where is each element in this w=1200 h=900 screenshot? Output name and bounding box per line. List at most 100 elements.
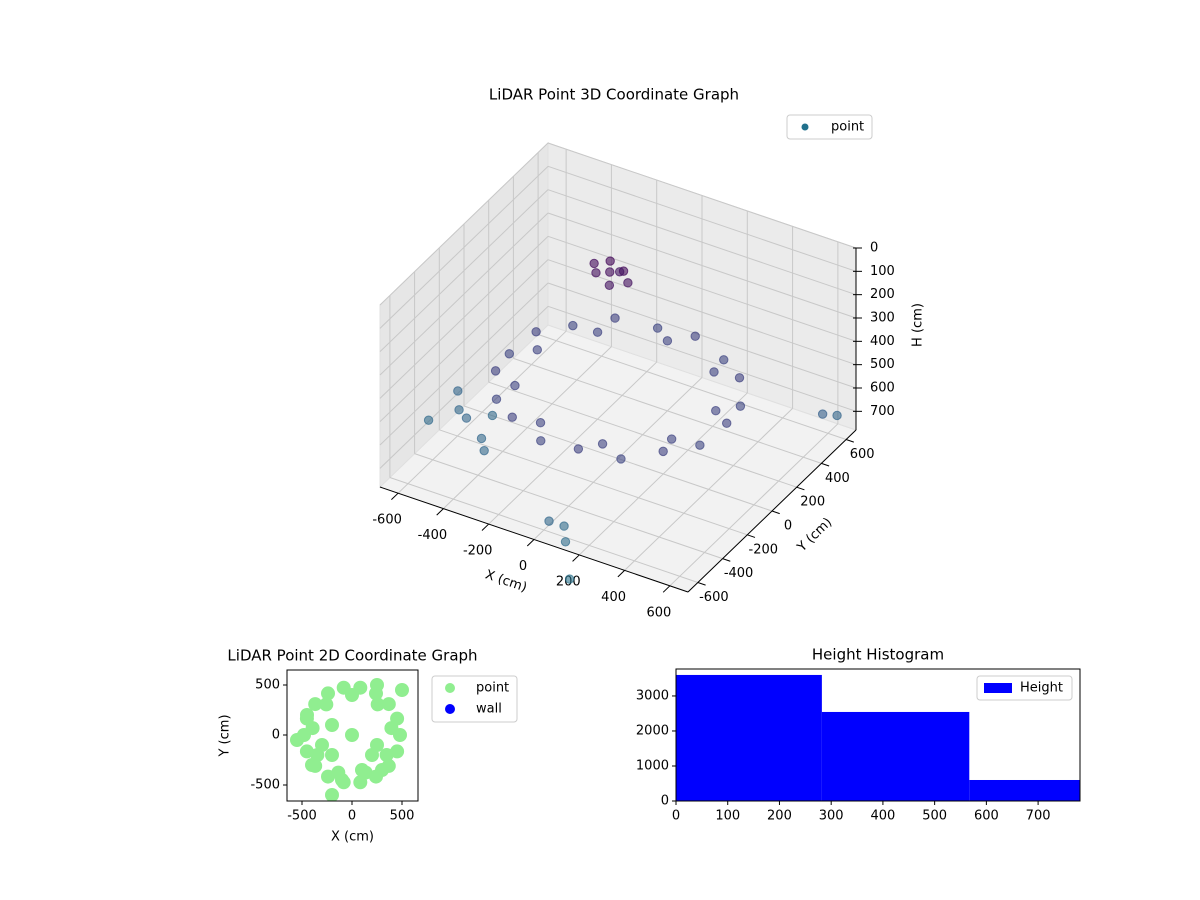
- legend-label: point: [831, 120, 864, 135]
- legend-label: Height: [1020, 681, 1063, 696]
- point: [610, 313, 620, 323]
- point: [308, 697, 323, 712]
- z-tick-label: 300: [870, 311, 895, 326]
- point: [375, 763, 389, 777]
- y-tick-label: -600: [699, 590, 729, 605]
- grid-line: [547, 165, 857, 272]
- legend-marker: [801, 123, 809, 131]
- point: [290, 733, 304, 747]
- point: [605, 267, 615, 277]
- point: [734, 373, 745, 383]
- bar: [821, 711, 970, 801]
- x-tick-label: 0: [672, 809, 680, 824]
- x-tick: [662, 585, 671, 593]
- legend-marker: [445, 704, 455, 714]
- point: [573, 444, 584, 454]
- plot-area: [290, 678, 409, 801]
- point: [319, 697, 334, 712]
- point: [658, 446, 668, 457]
- x-tick: [572, 554, 580, 562]
- bar: [969, 779, 1080, 801]
- legend-box: [786, 114, 873, 140]
- point: [817, 409, 828, 419]
- point: [335, 773, 349, 787]
- point: [476, 433, 487, 444]
- y-tick-label: -200: [749, 542, 779, 557]
- y-tick-label: -400: [724, 566, 754, 581]
- grid-line: [414, 453, 723, 560]
- point: [614, 267, 625, 277]
- legend-label: point: [476, 681, 509, 696]
- point: [591, 268, 601, 278]
- chart-title: Height Histogram: [812, 646, 944, 664]
- grid-line: [379, 189, 549, 353]
- x-tick: [481, 523, 490, 531]
- point: [652, 323, 663, 333]
- x-tick-label: 300: [819, 809, 844, 824]
- x-tick-label: -500: [287, 809, 317, 824]
- point: [623, 278, 633, 288]
- y-tick: [796, 486, 805, 491]
- grid-line: [379, 142, 549, 306]
- x-tick-label: 500: [922, 809, 947, 824]
- z-axis-label: H (cm): [911, 303, 926, 347]
- y-tick-label: 2000: [636, 723, 669, 738]
- point: [453, 386, 463, 396]
- point: [564, 574, 575, 584]
- z-tick-label: 400: [870, 334, 895, 349]
- x-tick-label: 700: [1026, 809, 1051, 824]
- y-tick: [771, 510, 780, 515]
- point: [370, 738, 384, 752]
- point: [560, 537, 571, 547]
- y-tick-label: 600: [850, 447, 875, 462]
- grid-line: [547, 212, 857, 319]
- x-tick-label: 0: [348, 809, 356, 824]
- x-tick-label: 0: [519, 559, 527, 574]
- grid-line: [547, 305, 857, 412]
- x-tick-label: -600: [372, 513, 402, 528]
- point: [384, 721, 399, 736]
- y-tick-label: 500: [255, 678, 280, 693]
- point: [305, 758, 319, 772]
- bar: [676, 674, 822, 801]
- point: [507, 412, 517, 422]
- point: [536, 436, 546, 446]
- point: [589, 258, 599, 269]
- point: [544, 516, 554, 526]
- point: [535, 418, 546, 428]
- grid-line: [379, 235, 549, 399]
- x-tick: [526, 539, 535, 547]
- grid-line: [379, 259, 549, 423]
- y-tick: [821, 462, 830, 467]
- point: [832, 410, 842, 421]
- y-axis-line: [687, 429, 857, 593]
- point: [666, 434, 677, 444]
- point: [370, 678, 384, 692]
- grid-line: [439, 429, 748, 536]
- x-tick-label: 400: [871, 809, 896, 824]
- x-tick-label: 600: [646, 605, 671, 620]
- y-tick: [845, 439, 854, 443]
- x-axis-line: [379, 486, 689, 593]
- z-tick-label: 500: [870, 357, 895, 372]
- x-tick-label: 100: [715, 809, 740, 824]
- point: [559, 521, 569, 531]
- grid-line: [547, 189, 857, 296]
- point: [510, 380, 520, 391]
- point: [381, 697, 396, 712]
- grid-line: [488, 381, 797, 488]
- z-tick-label: 0: [870, 241, 878, 256]
- point: [321, 686, 335, 701]
- x-tick-label: 200: [767, 809, 792, 824]
- point: [695, 440, 705, 450]
- point: [315, 738, 329, 752]
- point: [568, 320, 578, 331]
- x-tick: [436, 508, 444, 516]
- point: [379, 748, 394, 762]
- point: [305, 721, 320, 736]
- grid-line: [547, 282, 857, 389]
- y-tick: [747, 534, 756, 538]
- point: [423, 415, 434, 425]
- point: [711, 406, 721, 416]
